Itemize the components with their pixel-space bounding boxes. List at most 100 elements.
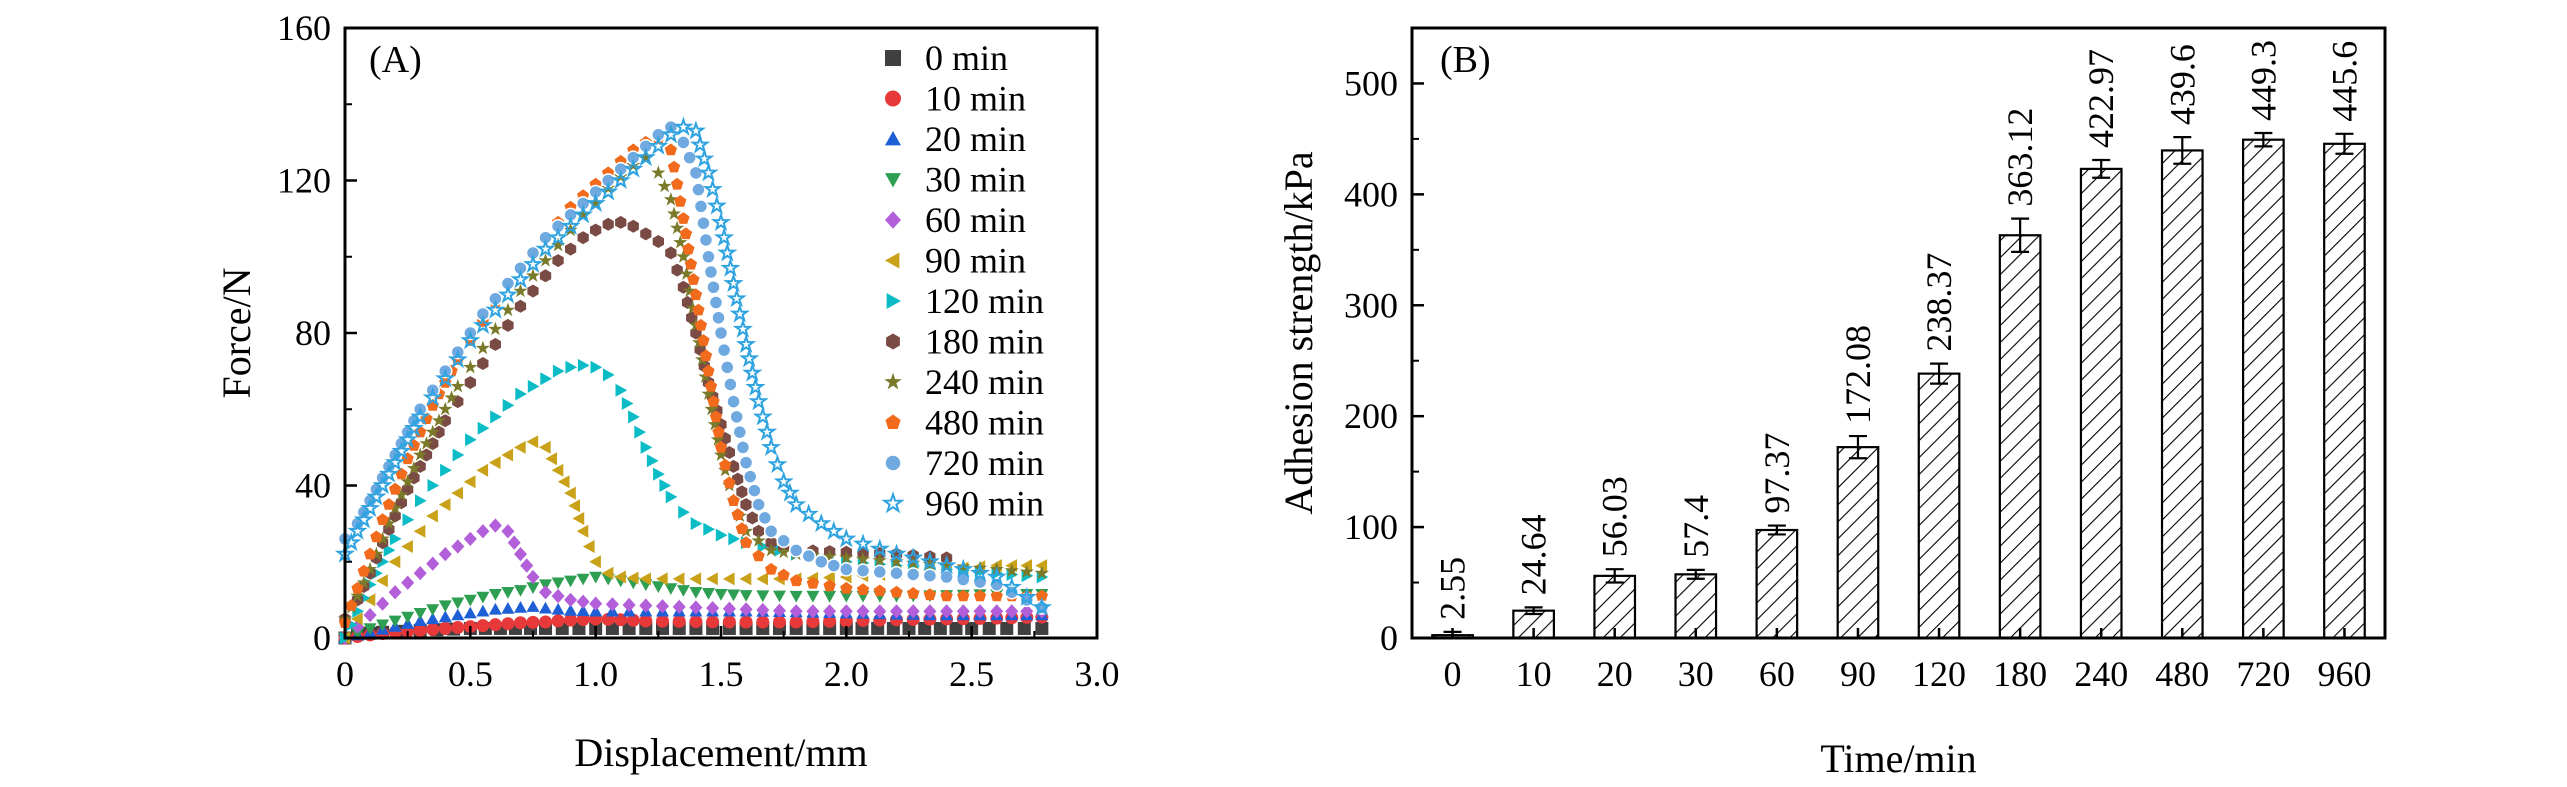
data-point [403,417,424,438]
data-point [585,192,606,212]
data-point [485,299,506,319]
data-point [410,406,431,426]
data-point [515,387,527,401]
bar [1998,234,2042,640]
data-point [648,135,669,155]
panel-b-x-tick-label: 20 [1597,654,1633,694]
data-point [514,601,527,613]
bar-group-480: 439.6 [2160,44,2204,640]
panel-a-y-tick-label: 40 [295,466,331,506]
data-point [464,376,476,390]
data-point [1020,559,1032,573]
data-point [756,590,770,603]
data-point [656,614,670,628]
data-point [740,498,752,512]
panel-a-y-tick-label: 0 [313,618,331,658]
data-point [732,318,753,338]
data-point [447,349,468,369]
data-point [756,421,778,441]
data-point [376,574,388,588]
data-point [351,628,364,640]
legend-marker [881,491,905,514]
data-point [582,540,595,553]
panel-a-y-axis-title: Force/N [214,267,259,398]
panel-b-bars: 2.55 24.64 56.03 57.4 97.37 172.08 238.37 363.1… [1431,40,2366,640]
data-point [806,590,820,603]
panel-b-y-tick-label: 200 [1344,396,1398,436]
data-point [426,622,440,636]
data-point [856,604,870,619]
bar-data-label: 445.6 [2324,41,2364,122]
panel-b-ticks: 0 100 200 300 400 500 0 10 20 30 60 90 120 180 240 480 7… [1344,63,2371,694]
data-point [640,440,653,454]
legend-item-960-min: 960 min [881,484,1044,524]
data-point [576,207,591,221]
data-point [1001,576,1022,596]
data-point [576,573,590,586]
data-point [626,571,639,585]
data-point [372,474,393,495]
data-point [657,178,672,193]
data-point [666,206,682,220]
data-point [715,528,728,542]
data-point [742,362,763,382]
data-point [710,211,732,232]
data-point [712,425,725,438]
bar-data-label: 97.37 [1757,433,1797,514]
data-point [1034,565,1049,580]
data-point [663,192,678,206]
data-point [488,518,502,533]
data-point [351,612,363,626]
data-point [623,158,644,178]
data-point [539,601,552,614]
data-point [739,590,753,602]
data-point [822,549,837,563]
data-point [761,436,782,456]
data-point [752,549,765,562]
data-point [906,604,920,619]
bar [2079,167,2123,640]
data-point [736,485,748,499]
bar-group-20: 56.03 [1593,476,1637,640]
data-point [789,604,803,619]
data-point [773,590,786,603]
data-point [708,295,724,310]
panel-b-x-tick-label: 960 [2317,654,2371,694]
bar-group-720: 449.3 [2242,40,2285,640]
data-point [622,597,636,613]
data-point [704,401,719,416]
data-point [477,357,489,370]
data-point [438,498,451,512]
data-point [728,532,740,546]
data-point [702,364,715,377]
legend-label: 0 min [925,38,1008,78]
data-point [671,177,684,190]
data-point [564,604,578,616]
bar-group-0: 2.55 [1431,557,1474,640]
data-point [419,436,434,450]
data-point [363,561,378,576]
data-point [527,379,540,393]
bar-group-30: 57.4 [1674,495,1718,640]
series-960-min [334,116,1052,617]
data-point [370,530,383,543]
data-point [451,597,465,610]
panel-a-plot-area [334,116,1052,646]
data-point [501,448,514,462]
data-point [640,227,652,241]
data-point [353,509,374,529]
data-point [605,597,619,612]
data-point [590,223,602,237]
data-point [982,621,996,635]
data-point [401,575,415,590]
legend-item-60-min: 60 min [885,200,1026,240]
data-point [806,615,820,629]
panel-b-x-tick-label: 90 [1840,654,1876,694]
data-point [745,376,766,396]
panel-b-chart: 2.55 24.64 56.03 57.4 97.37 172.08 238.37 363.1… [1276,26,2387,781]
legend-marker [885,173,901,188]
data-point [873,604,887,619]
data-point [933,621,947,635]
data-point [751,497,766,512]
data-point [723,272,744,293]
